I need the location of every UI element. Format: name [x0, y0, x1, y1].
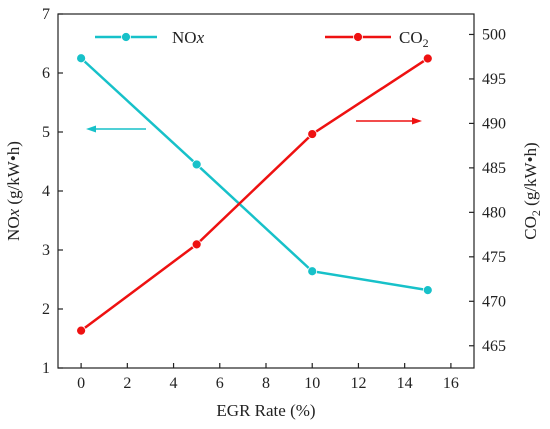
right-y-tick-label: 495	[482, 71, 506, 88]
left-y-tick-label: 2	[42, 301, 50, 318]
plot-area-frame	[57, 13, 475, 369]
legend-nox-label: NOx	[172, 28, 205, 47]
legend-nox-marker	[121, 32, 131, 42]
right-y-axis-ticks: 465 470 475 480 485 490 495 500	[469, 26, 506, 355]
co2-point	[191, 239, 202, 250]
x-axis-title: EGR Rate (%)	[216, 401, 315, 420]
right-y-axis-title-unit: (g/kW•h)	[521, 142, 540, 210]
right-y-tick-label: 465	[482, 338, 506, 355]
left-y-tick-label: 7	[42, 6, 50, 23]
left-y-tick-label: 1	[42, 360, 50, 377]
x-tick-label: 2	[123, 375, 131, 392]
left-y-axis-title-unit: (g/kW•h)	[4, 141, 23, 209]
right-y-axis-title-main: CO	[521, 216, 540, 240]
legend-co2-label-main: CO	[399, 28, 423, 47]
right-y-tick-label: 480	[482, 204, 506, 221]
legend-nox-label-main: NO	[172, 28, 197, 47]
x-tick-label: 16	[443, 375, 459, 392]
x-tick-label: 6	[216, 375, 224, 392]
right-y-tick-label: 475	[482, 249, 506, 266]
x-tick-label: 8	[262, 375, 270, 392]
co2-arrow-head	[412, 117, 422, 125]
x-tick-label: 14	[397, 375, 413, 392]
right-y-axis-title: CO2 (g/kW•h)	[521, 142, 543, 239]
x-tick-label: 12	[350, 375, 366, 392]
x-axis-ticks: 0 2 4 6 8 10 12 14 16	[77, 363, 459, 392]
left-y-axis-title-italic: x	[4, 208, 23, 217]
nox-line	[80, 57, 428, 292]
legend-co2-marker	[353, 32, 363, 42]
x-tick-label: 0	[77, 375, 85, 392]
right-y-tick-label: 500	[482, 26, 506, 43]
nox-point	[76, 53, 87, 64]
co2-line	[80, 57, 429, 332]
left-y-tick-label: 6	[42, 65, 50, 82]
legend-co2-label: CO2	[399, 28, 429, 50]
x-tick-label: 4	[170, 375, 178, 392]
nox-point	[422, 285, 433, 296]
nox-point	[191, 159, 202, 170]
co2-point	[76, 325, 87, 336]
left-y-tick-label: 4	[42, 183, 50, 200]
left-y-axis-ticks: 1 2 3 4 5 6 7	[42, 6, 63, 377]
co2-point	[307, 129, 318, 139]
nox-arrow-head	[86, 125, 96, 133]
legend: NOx CO2	[95, 28, 429, 50]
left-y-tick-label: 5	[42, 124, 50, 141]
right-y-tick-label: 485	[482, 160, 506, 177]
left-y-axis-title: NOx (g/kW•h)	[4, 141, 23, 241]
legend-nox-label-italic: x	[196, 28, 205, 47]
co2-point	[422, 53, 433, 64]
right-y-tick-label: 490	[482, 115, 506, 132]
left-y-axis-title-main: NO	[4, 216, 23, 241]
series-layer	[76, 53, 433, 336]
right-y-tick-label: 470	[482, 293, 506, 310]
x-tick-label: 10	[304, 375, 320, 392]
left-y-tick-label: 3	[42, 242, 50, 259]
legend-co2-label-subscript: 2	[423, 36, 429, 50]
right-y-axis-title-subscript: 2	[529, 210, 543, 216]
annotation-arrows	[86, 117, 422, 133]
nox-point	[307, 266, 318, 277]
